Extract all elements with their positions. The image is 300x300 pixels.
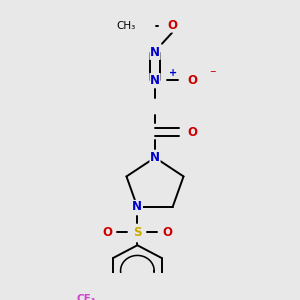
Text: O: O [187,74,197,87]
Text: N: N [132,200,142,214]
Text: O: O [187,126,197,139]
Text: S: S [133,226,142,239]
Text: N: N [150,46,160,59]
Text: +: + [169,68,177,78]
Text: O: O [102,226,112,239]
Text: CF₃: CF₃ [76,294,96,300]
Text: O: O [167,19,177,32]
Text: O: O [162,226,172,239]
Text: N: N [150,151,160,164]
Text: CH₃: CH₃ [117,20,136,31]
Text: N: N [150,74,160,87]
Text: ⁻: ⁻ [209,68,215,81]
